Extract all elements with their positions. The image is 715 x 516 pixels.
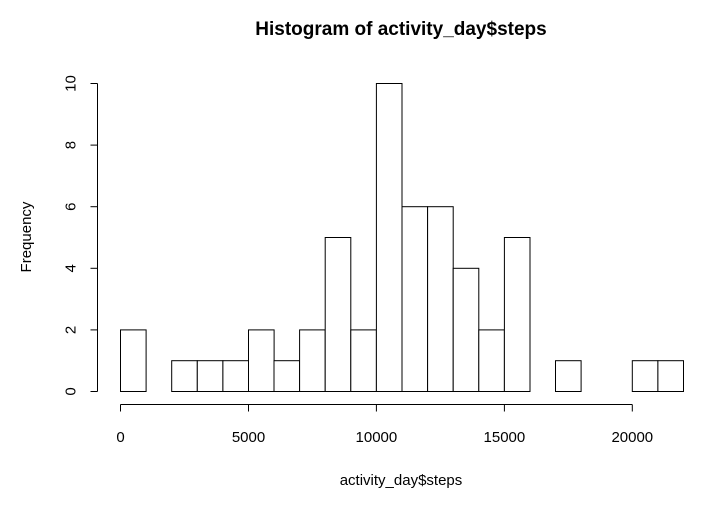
histogram-bar-17000-18000 — [555, 360, 582, 393]
y-tick-label-2: 2 — [63, 326, 80, 334]
histogram-bar-5000-6000 — [248, 329, 275, 392]
histogram-bar-3000-4000 — [196, 360, 224, 393]
histogram-bar-9000-10000 — [350, 329, 377, 392]
chart-title: Histogram of activity_day$steps — [255, 19, 546, 40]
histogram-bar-15000-16000 — [503, 237, 531, 392]
y-axis: 0 2 4 6 8 10 — [63, 75, 98, 396]
bars-layer — [120, 83, 685, 393]
x-tick-label-20000: 20000 — [611, 429, 653, 446]
histogram-bar-8000-9000 — [324, 237, 352, 392]
histogram-bar-14000-15000 — [478, 329, 505, 392]
histogram-bar-2000-3000 — [171, 360, 198, 393]
histogram-bar-4000-5000 — [222, 360, 249, 393]
y-tick-label-0: 0 — [63, 387, 80, 395]
histogram-bar-0-1000 — [120, 329, 147, 392]
histogram-bar-11000-12000 — [401, 206, 429, 392]
histogram-bar-10000-11000 — [375, 83, 403, 392]
y-axis-title: Frequency — [18, 201, 35, 272]
y-tick-label-4: 4 — [63, 264, 80, 272]
histogram-bar-6000-7000 — [273, 360, 301, 393]
x-axis-title: activity_day$steps — [340, 472, 463, 489]
x-axis: 0 5000 10000 15000 20000 — [116, 404, 653, 446]
x-tick-label-0: 0 — [116, 429, 124, 446]
x-tick-label-5000: 5000 — [232, 429, 265, 446]
y-tick-label-8: 8 — [63, 141, 80, 149]
histogram-bar-20000-21000 — [631, 360, 659, 393]
y-tick-label-6: 6 — [63, 203, 80, 211]
y-tick-label-10: 10 — [63, 75, 80, 92]
histogram-bar-21000-22000 — [657, 360, 685, 393]
histogram-bar-13000-14000 — [452, 267, 480, 392]
x-tick-label-10000: 10000 — [356, 429, 398, 446]
histogram-bar-7000-8000 — [299, 329, 326, 392]
x-tick-label-15000: 15000 — [484, 429, 526, 446]
histogram-bar-12000-13000 — [427, 206, 454, 392]
